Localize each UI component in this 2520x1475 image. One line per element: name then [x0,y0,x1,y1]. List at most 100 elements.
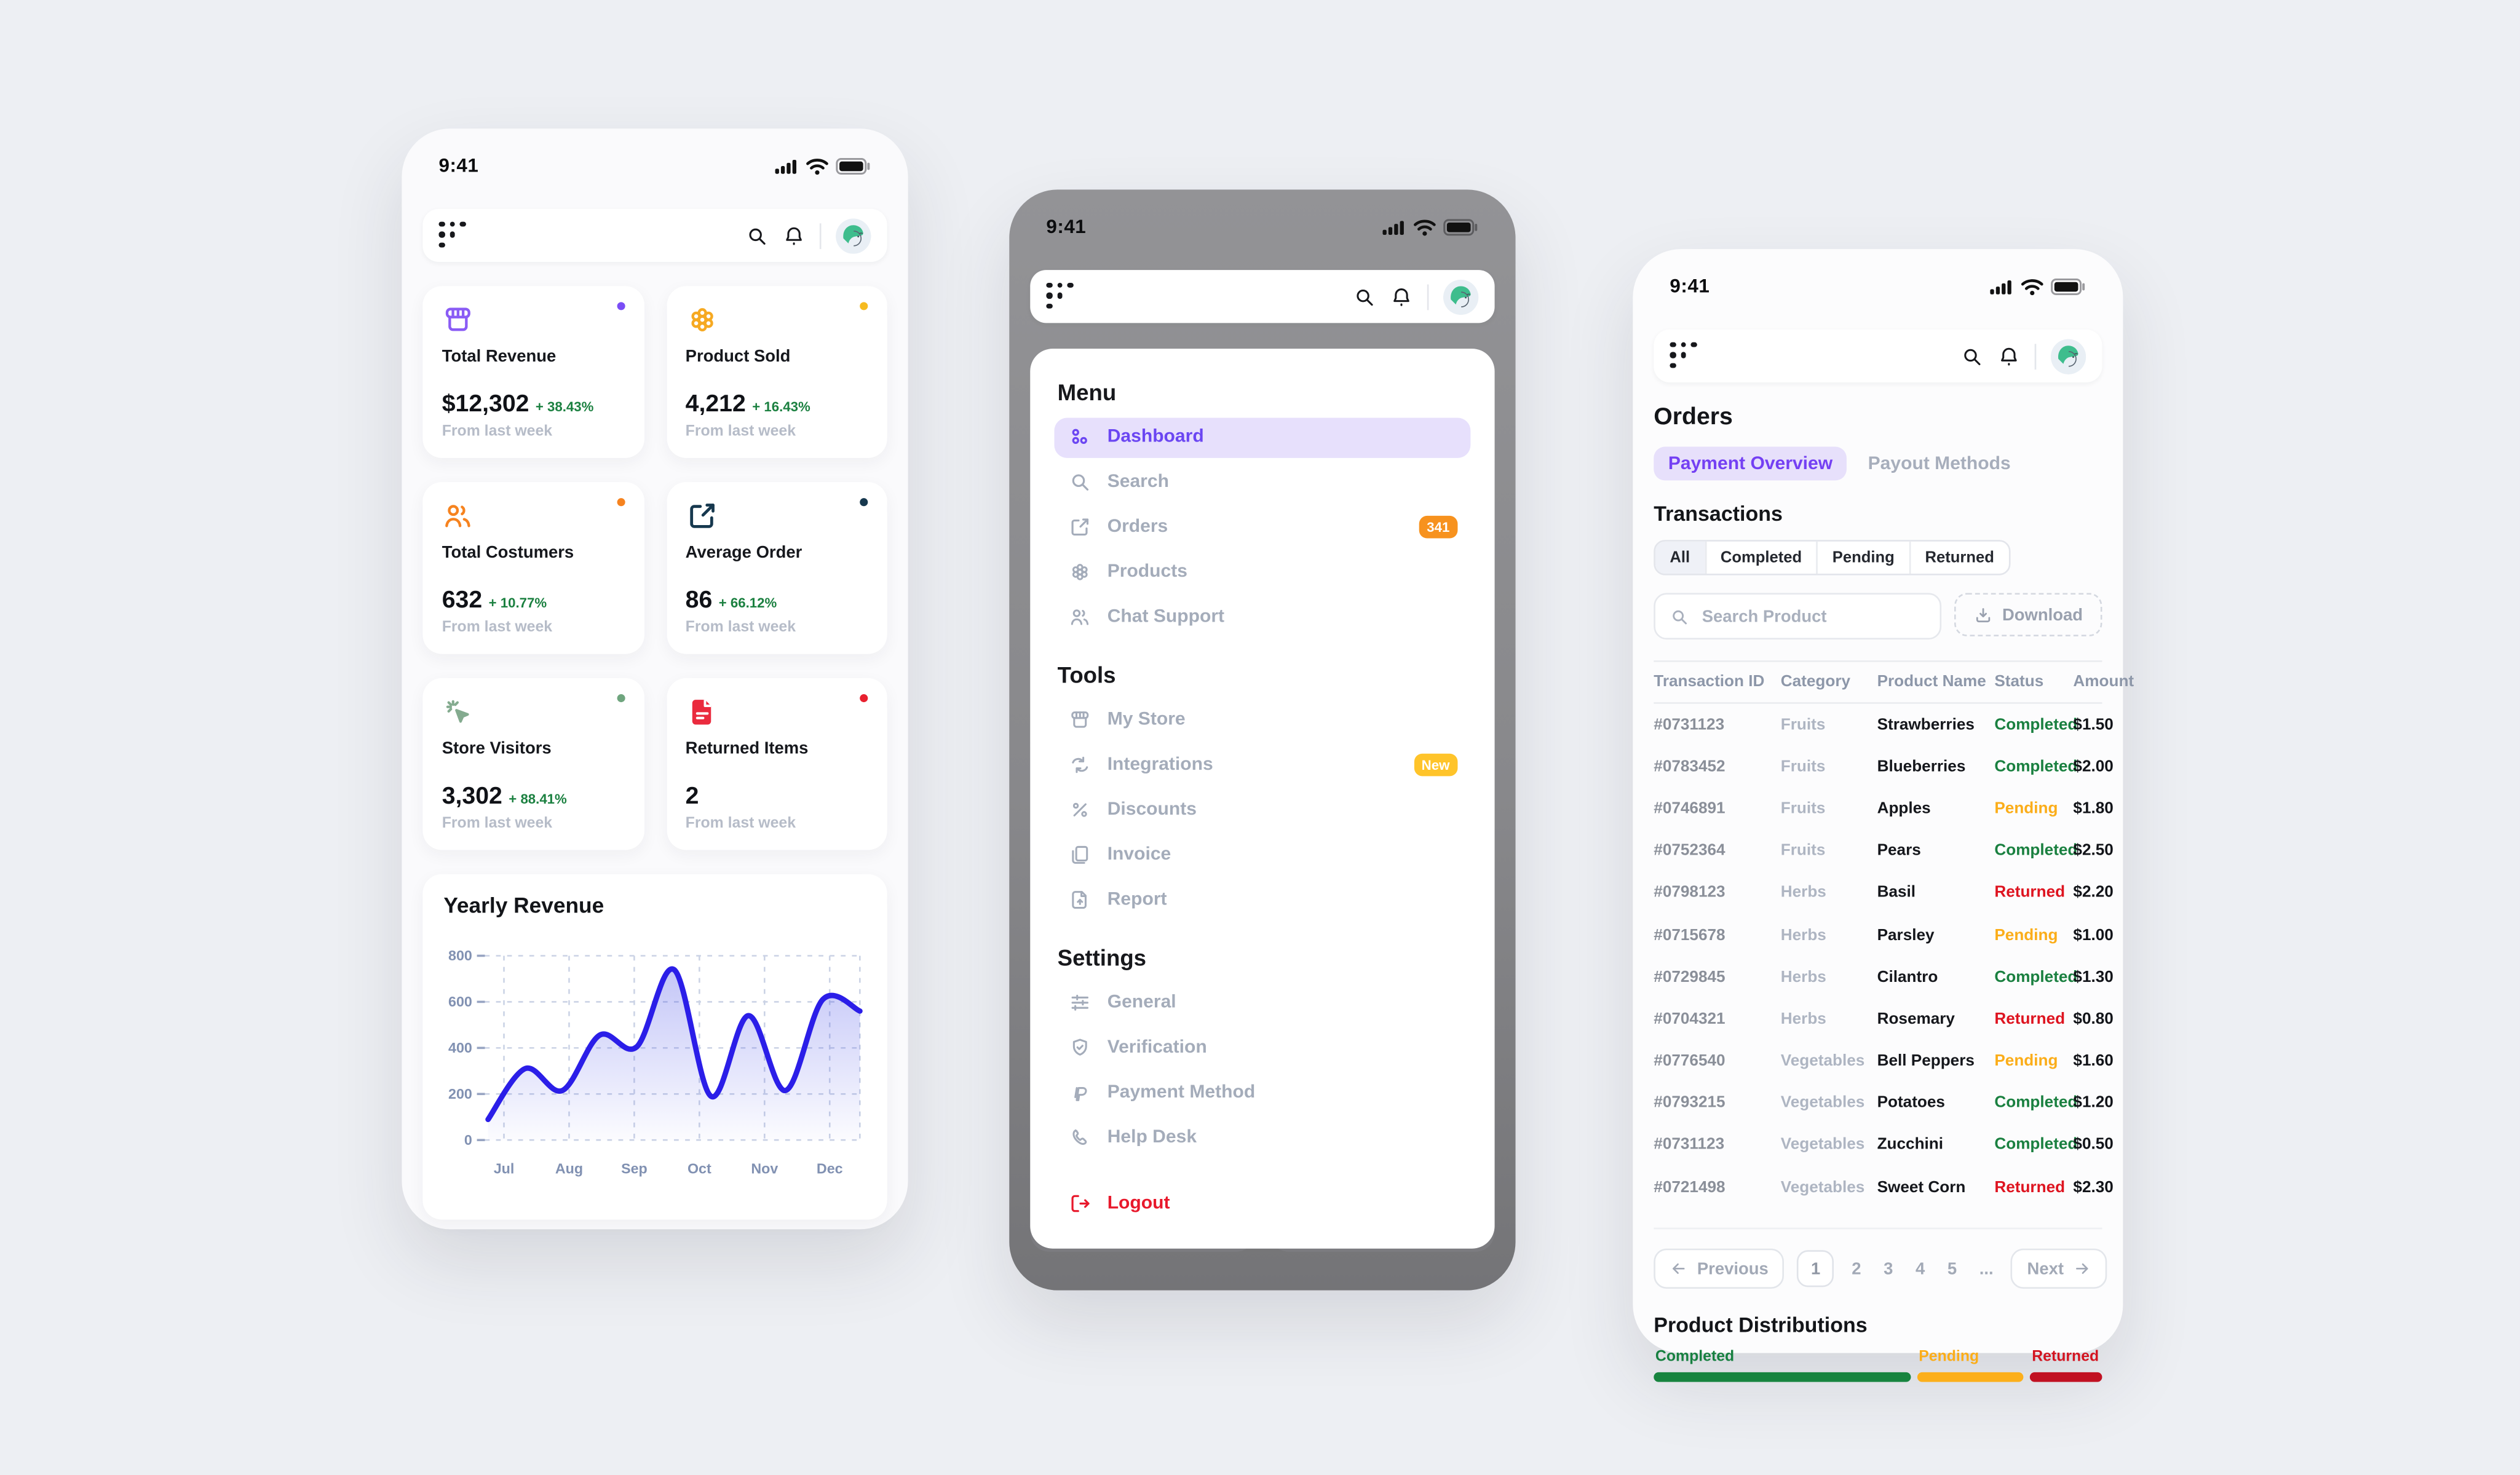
stat-delta: + 88.41% [509,790,567,807]
menu-item-label: Integrations [1107,755,1213,775]
search-icon[interactable] [746,224,769,247]
search-icon[interactable] [1960,345,1983,368]
stat-title: Total Costumers [442,543,574,563]
table-row[interactable]: #0776540 Vegetables Bell Peppers Pending $1.… [1654,1053,2114,1070]
menu-item-chat-support[interactable]: Chat Support [1054,597,1470,637]
avatar[interactable] [2050,338,2086,374]
download-button[interactable]: Download [1954,593,2102,636]
svg-text:Dec: Dec [817,1160,843,1176]
menu-item-verification[interactable]: Verification [1054,1027,1470,1067]
table-row[interactable]: #0731123 Fruits Strawberries Completed $1.50 [1654,716,2114,734]
stat-note: From last week [442,422,553,441]
divider [1427,283,1429,310]
integrations-icon [1067,754,1091,777]
signal-icon [1382,218,1406,235]
status-time: 9:41 [438,154,479,177]
page-4[interactable]: 4 [1916,1259,1925,1279]
menu-item-discounts[interactable]: Discounts [1054,790,1470,830]
signal-icon [1990,277,2014,295]
stat-value: 632 [442,586,483,614]
menu-item-orders[interactable]: Orders 341 [1054,507,1470,547]
page-ellipsis: ... [1979,1259,1994,1279]
table-row[interactable]: #0721498 Vegetables Sweet Corn Returned $2.3… [1654,1179,2114,1197]
bell-icon[interactable] [1390,285,1413,308]
status-bar: 9:41 [1030,209,1494,244]
table-row[interactable]: #0704321 Herbs Rosemary Returned $0.80 [1654,1010,2114,1029]
tab-payment-overview[interactable]: Payment Overview [1654,446,1847,481]
status-badge: Pending [1994,926,2058,944]
table-row[interactable]: #0729845 Herbs Cilantro Completed $1.30 [1654,968,2114,986]
status-badge: Returned [1994,884,2066,903]
table-row[interactable]: #0731123 Vegetables Zucchini Completed $0.50 [1654,1136,2114,1155]
status-badge: Completed [1994,968,2078,986]
general-icon [1067,992,1091,1014]
menu-item-search[interactable]: Search [1054,462,1470,502]
menu-item-label: Products [1107,562,1187,582]
yearly-revenue-card: Yearly Revenue 800 600 [422,874,887,1220]
app-logo-icon [1046,282,1075,311]
page-5[interactable]: 5 [1947,1259,1957,1279]
products-icon [1067,561,1091,583]
filter-all[interactable]: All [1655,541,1705,574]
status-time: 9:41 [1046,215,1087,238]
avatar[interactable] [1443,279,1479,314]
menu-item-payment-method[interactable]: Payment Method [1054,1073,1470,1113]
menu-item-label: Discounts [1107,800,1197,820]
search-product-field[interactable] [1654,593,1941,640]
status-badge: Completed [1994,1136,2078,1155]
page-3[interactable]: 3 [1884,1259,1893,1279]
table-row[interactable]: #0783452 Fruits Blueberries Completed $2.00 [1654,758,2114,776]
avatar[interactable] [836,218,871,253]
page-1[interactable]: 1 [1797,1250,1834,1288]
status-dot [616,302,625,310]
search-icon[interactable] [1353,285,1376,308]
product-icon [686,304,868,336]
svg-text:Oct: Oct [687,1160,711,1176]
report-icon [1067,888,1091,911]
battery-icon [1443,218,1478,235]
menu-item-label: Invoice [1107,845,1171,865]
average-order-icon [686,500,868,532]
arrow-left-icon [1670,1260,1687,1278]
menu-item-integrations[interactable]: Integrations New [1054,745,1470,785]
previous-button[interactable]: Previous [1654,1249,1785,1289]
yearly-revenue-chart: 800 600 400 200 0 Jul Aug Sep Oct Nov De… [448,947,863,1176]
filter-returned[interactable]: Returned [1909,541,2008,574]
logout-button[interactable]: Logout [1054,1184,1470,1224]
svg-text:200: 200 [448,1086,472,1102]
divider [819,222,822,248]
svg-text:0: 0 [464,1132,472,1148]
filter-pending[interactable]: Pending [1816,541,1909,574]
menu-item-products[interactable]: Products [1054,552,1470,592]
table-row[interactable]: #0746891 Fruits Apples Pending $1.80 [1654,800,2114,818]
bell-icon[interactable] [783,224,806,247]
status-dot [616,498,625,507]
search-product-input[interactable] [1698,604,1925,628]
table-row[interactable]: #0793215 Vegetables Potatoes Completed $1.20 [1654,1094,2114,1113]
status-dot [860,498,868,507]
menu-item-my-store[interactable]: My Store [1054,700,1470,740]
menu-item-help-desk[interactable]: Help Desk [1054,1118,1470,1158]
table-row[interactable]: #0798123 Herbs Basil Returned $2.20 [1654,884,2114,903]
menu-item-label: Orders [1107,517,1168,537]
menu-item-general[interactable]: General [1054,983,1470,1022]
status-time: 9:41 [1670,274,1710,298]
menu-item-dashboard[interactable]: Dashboard [1054,417,1471,457]
stat-note: From last week [442,619,553,636]
app-logo-icon [1670,341,1698,370]
filter-completed[interactable]: Completed [1704,541,1817,574]
stat-note: From last week [685,422,796,441]
page-2[interactable]: 2 [1852,1259,1861,1279]
next-button[interactable]: Next [2011,1249,2107,1289]
table-row[interactable]: #0752364 Fruits Pears Completed $2.50 [1654,842,2114,860]
distribution-returned: Returned [2030,1348,2102,1382]
arrow-right-icon [2074,1260,2091,1278]
menu-item-invoice[interactable]: Invoice [1054,835,1470,875]
stat-value: $12,302 [442,390,529,418]
bell-icon[interactable] [1998,345,2021,368]
tab-payout-methods[interactable]: Payout Methods [1868,454,2011,473]
dashboard-icon [1067,426,1091,449]
menu-item-report[interactable]: Report [1054,880,1470,920]
table-row[interactable]: #0715678 Herbs Parsley Pending $1.00 [1654,926,2114,944]
